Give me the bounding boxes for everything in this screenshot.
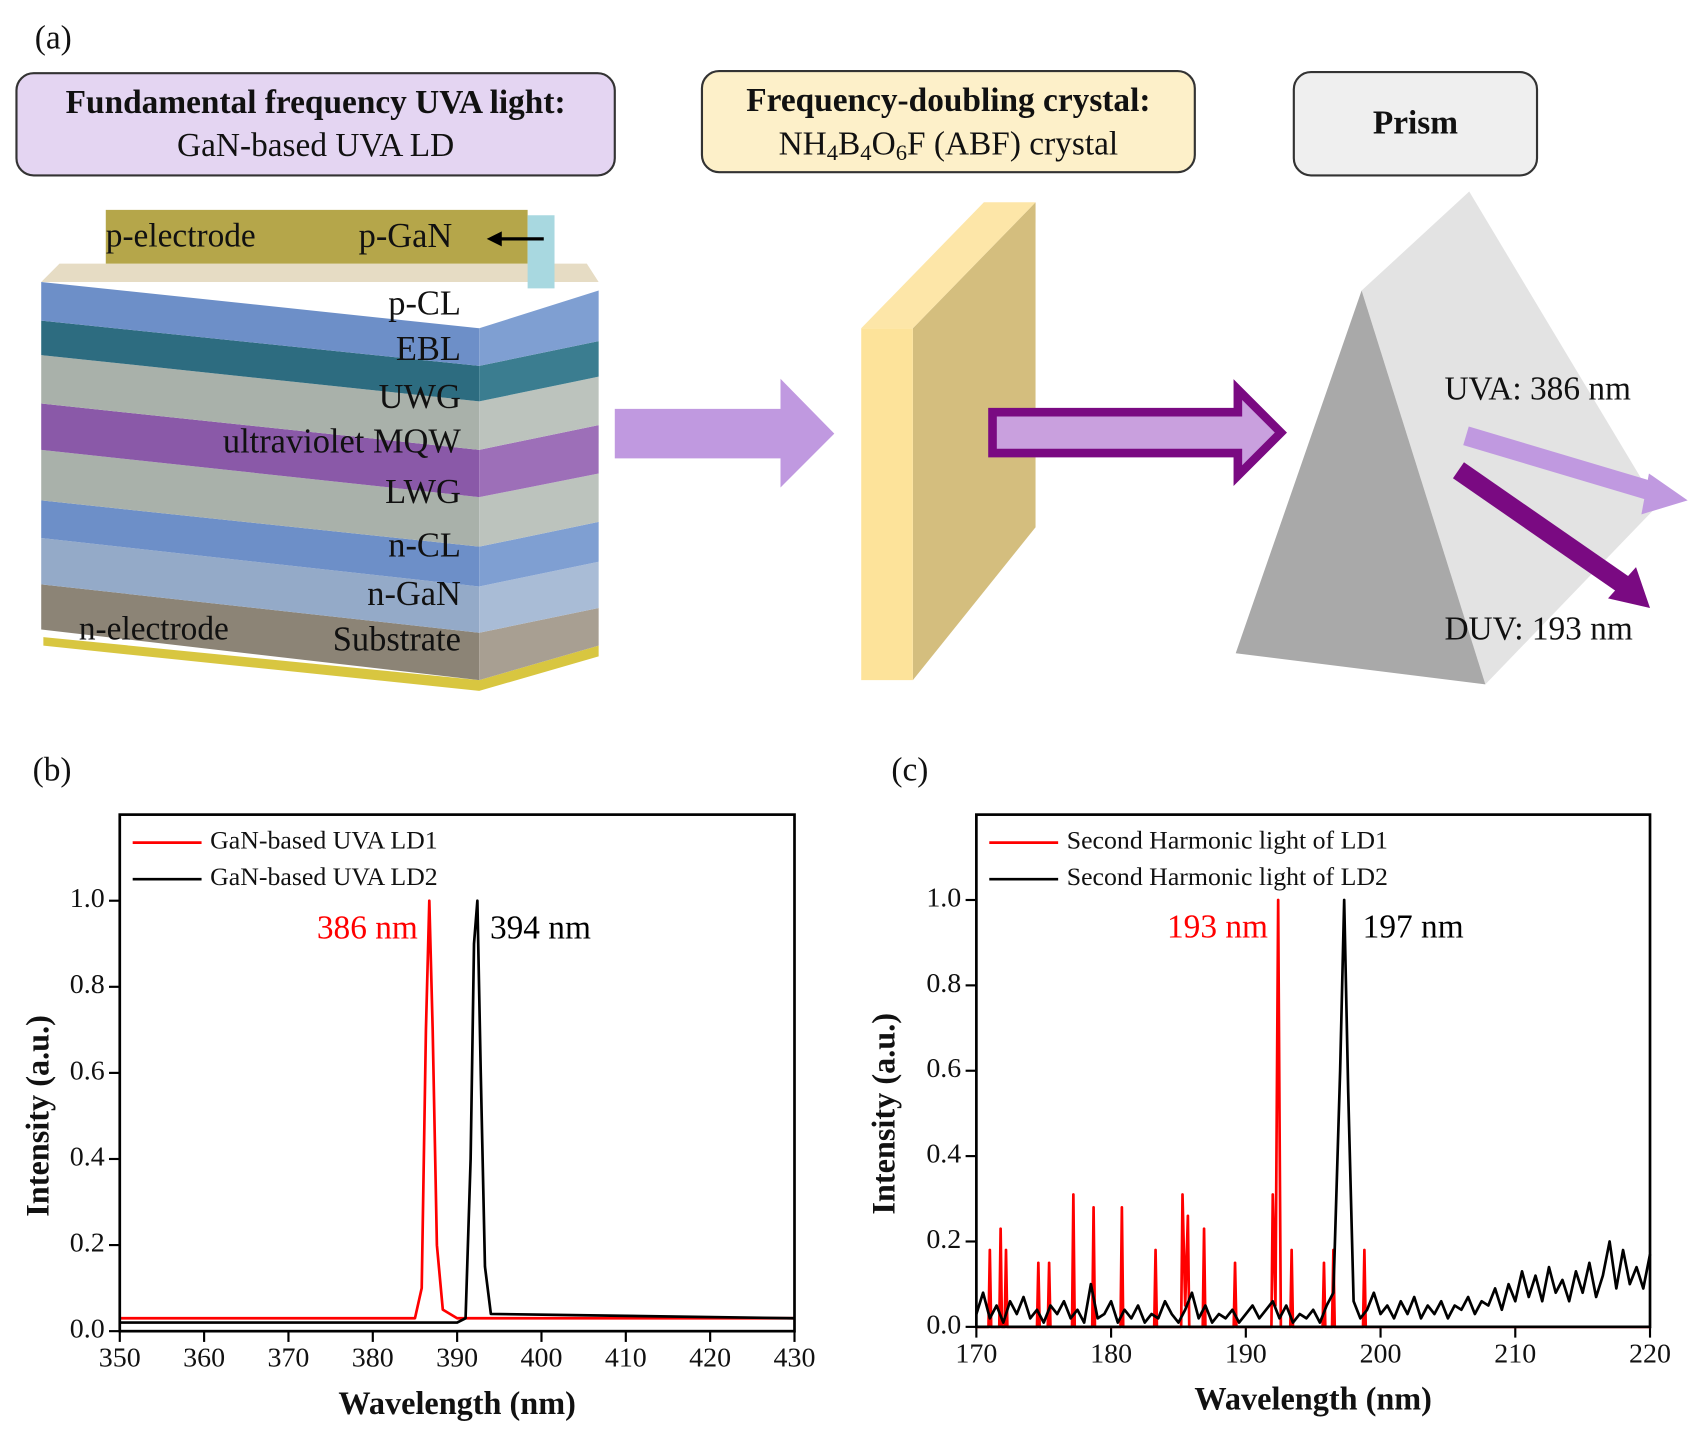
layer-label: n-GaN bbox=[367, 575, 461, 613]
series-line bbox=[976, 898, 1651, 1329]
annotation: 394 nm bbox=[490, 909, 591, 946]
box-title: Frequency-doubling crystal: bbox=[746, 82, 1150, 119]
y-axis-label: Intensity (a.u.) bbox=[865, 1013, 901, 1215]
legend-label: GaN-based UVA LD1 bbox=[210, 826, 438, 855]
plot-frame bbox=[975, 813, 1652, 1329]
x-tick-label: 200 bbox=[1360, 1338, 1402, 1369]
output-arrows bbox=[1452, 426, 1688, 609]
x-tick-label: 410 bbox=[605, 1343, 647, 1374]
x-tick-label: 190 bbox=[1225, 1338, 1267, 1369]
x-tick-label: 170 bbox=[955, 1338, 997, 1369]
y-tick-label: 0.8 bbox=[70, 969, 105, 1000]
x-tick-label: 210 bbox=[1494, 1338, 1536, 1369]
x-tick-label: 360 bbox=[183, 1343, 225, 1374]
layer-label: LWG bbox=[385, 473, 461, 511]
annotation: 386 nm bbox=[317, 909, 418, 946]
y-tick-label: 0.8 bbox=[926, 968, 961, 999]
box bbox=[15, 72, 616, 177]
layer-label: p-CL bbox=[388, 285, 461, 323]
panel-label: (a) bbox=[35, 20, 72, 57]
legend-label: GaN-based UVA LD2 bbox=[210, 862, 438, 891]
legend-label: Second Harmonic light of LD2 bbox=[1067, 862, 1388, 891]
layer-label: p-electrode bbox=[106, 218, 256, 255]
formula-part: F (ABF) crystal bbox=[907, 125, 1118, 162]
formula-sub: 4 bbox=[860, 140, 871, 165]
layer-label: ultraviolet MQW bbox=[223, 422, 462, 460]
x-tick-label: 350 bbox=[99, 1343, 141, 1374]
box-subtitle: GaN-based UVA LD bbox=[177, 127, 454, 164]
x-axis-label: Wavelength (nm) bbox=[338, 1385, 576, 1421]
x-tick-label: 390 bbox=[436, 1343, 478, 1374]
annotation: 193 nm bbox=[1167, 908, 1268, 945]
x-tick-label: 420 bbox=[689, 1343, 731, 1374]
x-tick-label: 400 bbox=[520, 1343, 562, 1374]
annotation: 197 nm bbox=[1363, 908, 1464, 945]
formula-sub: 6 bbox=[896, 140, 907, 165]
ld-structure bbox=[41, 209, 599, 691]
y-axis-label: Intensity (a.u.) bbox=[20, 1015, 56, 1217]
y-tick-label: 0.6 bbox=[926, 1053, 961, 1084]
legend-label: Second Harmonic light of LD1 bbox=[1067, 826, 1388, 855]
y-tick-label: 0.0 bbox=[926, 1309, 961, 1340]
crystal bbox=[861, 202, 1036, 681]
y-tick-label: 0.2 bbox=[926, 1224, 961, 1255]
panel-label: (c) bbox=[891, 751, 928, 788]
arrow bbox=[614, 378, 835, 488]
y-tick-label: 0.0 bbox=[70, 1314, 105, 1345]
box bbox=[1292, 71, 1539, 177]
layer-label: Substrate bbox=[333, 620, 461, 658]
y-tick-label: 0.4 bbox=[70, 1141, 105, 1172]
layer-label: EBL bbox=[396, 330, 461, 368]
series-line bbox=[975, 898, 1652, 1324]
layer-label: UWG bbox=[379, 378, 461, 416]
series-line bbox=[119, 899, 795, 1320]
formula-sub: 4 bbox=[827, 140, 838, 165]
layer-label: p-GaN bbox=[359, 217, 453, 255]
box-title: Fundamental frequency UVA light: bbox=[66, 84, 566, 121]
arrow bbox=[988, 379, 1287, 487]
x-axis-label: Wavelength (nm) bbox=[1194, 1381, 1432, 1417]
formula-part: NH bbox=[779, 125, 827, 162]
series-line bbox=[119, 899, 795, 1324]
layer-label: n-electrode bbox=[79, 610, 229, 647]
formula-part: O bbox=[872, 125, 896, 162]
box-title: Prism bbox=[1373, 105, 1458, 142]
box-subtitle: NH4B4O6F (ABF) crystal bbox=[779, 125, 1119, 165]
y-tick-label: 0.6 bbox=[70, 1055, 105, 1086]
layer-label: n-CL bbox=[388, 527, 461, 565]
x-tick-label: 370 bbox=[267, 1343, 309, 1374]
x-tick-label: 220 bbox=[1629, 1338, 1671, 1369]
x-tick-label: 380 bbox=[352, 1343, 394, 1374]
panel-label: (b) bbox=[33, 751, 72, 788]
y-tick-label: 1.0 bbox=[926, 882, 961, 913]
x-tick-label: 180 bbox=[1090, 1338, 1132, 1369]
plot-frame bbox=[118, 813, 796, 1333]
y-tick-label: 1.0 bbox=[70, 883, 105, 914]
y-tick-label: 0.4 bbox=[926, 1139, 961, 1170]
output-label: UVA: 386 nm bbox=[1444, 370, 1631, 407]
output-label: DUV: 193 nm bbox=[1444, 610, 1632, 647]
box bbox=[700, 69, 1196, 174]
formula-part: B bbox=[838, 125, 860, 162]
x-tick-label: 430 bbox=[774, 1343, 816, 1374]
y-tick-label: 0.2 bbox=[70, 1227, 105, 1258]
